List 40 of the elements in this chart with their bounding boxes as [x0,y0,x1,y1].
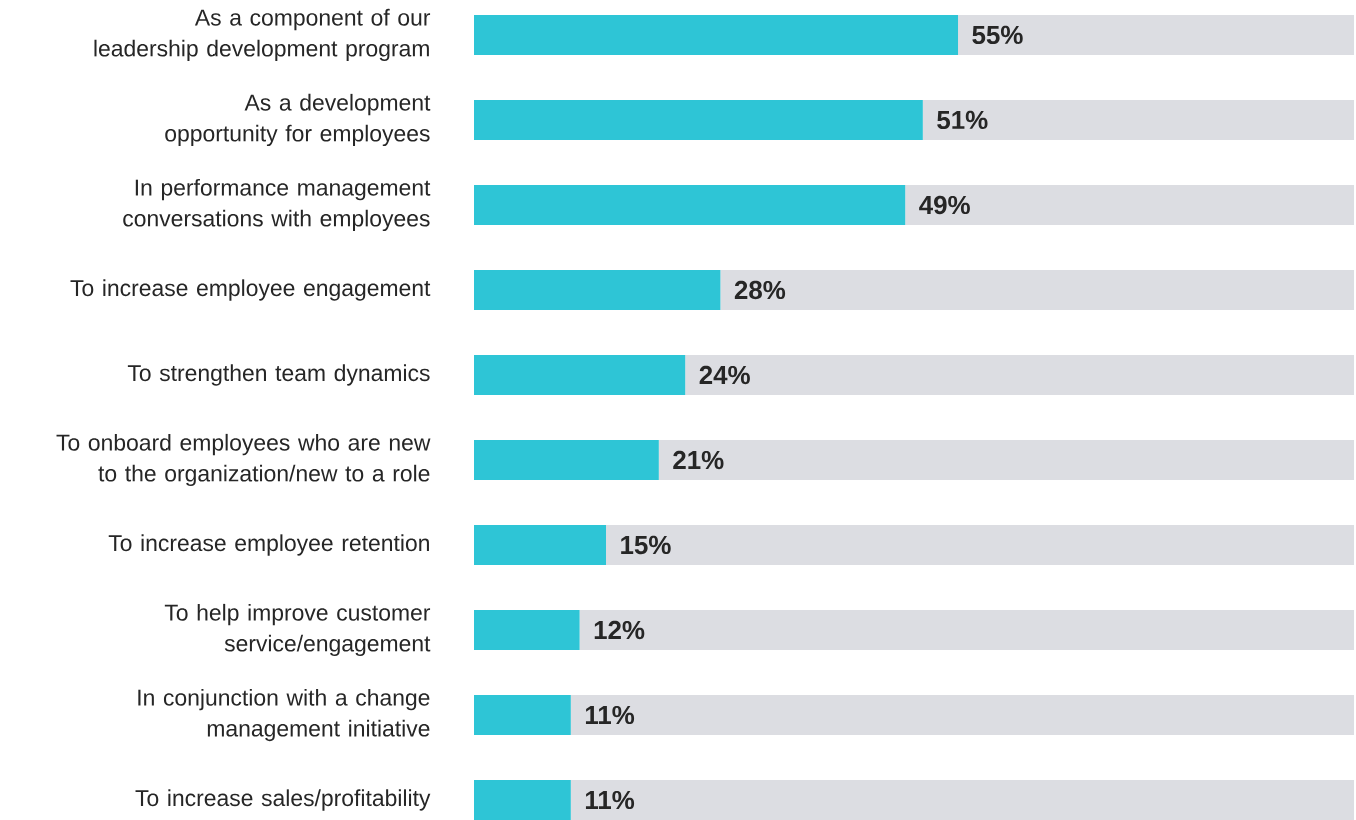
bar [579,610,1355,650]
data-label: 15% [621,535,671,555]
data-label: 51% [937,110,988,130]
bar [570,695,1355,735]
bar [474,610,580,650]
bar [570,780,1355,820]
data-label: 24% [699,365,750,385]
data-label: 21% [673,450,724,470]
bar [474,780,571,820]
bar [474,270,721,310]
y-tick-label: In conjunction with a change management initiative [138,688,430,742]
y-tick-label: As a development opportunity for employees [165,93,431,147]
bar [658,440,1355,480]
data-label: 49% [919,195,970,215]
data-label: 11% [585,705,635,725]
data-label: 12% [594,620,645,640]
bar [606,525,1355,565]
bar [922,100,1355,140]
y-tick-label: To increase employee engagement [70,279,431,301]
y-tick-label: To increase employee retention [108,534,429,556]
bar [474,185,906,225]
y-tick-label: To onboard employees who are new to the organization/new to a role [56,433,431,487]
bar [474,100,923,140]
y-tick-label: In performance management conversations with employees [123,178,431,232]
y-tick-label: To increase sales/profitability [135,789,431,811]
bar [685,355,1355,395]
y-tick-label: To help improve customer service/engagement [164,603,431,657]
bar [905,185,1355,225]
bar [474,440,659,480]
data-label: 28% [734,280,786,300]
bar [474,695,571,735]
bar [474,355,686,395]
bar [474,15,959,55]
data-label: 11% [585,790,635,810]
bar [958,15,1355,55]
data-label: 55% [972,25,1023,45]
bar [474,525,607,565]
y-tick-label: As a component of our leadership development program [94,8,431,62]
y-tick-label: To strengthen team dynamics [127,364,430,386]
bar [720,270,1355,310]
